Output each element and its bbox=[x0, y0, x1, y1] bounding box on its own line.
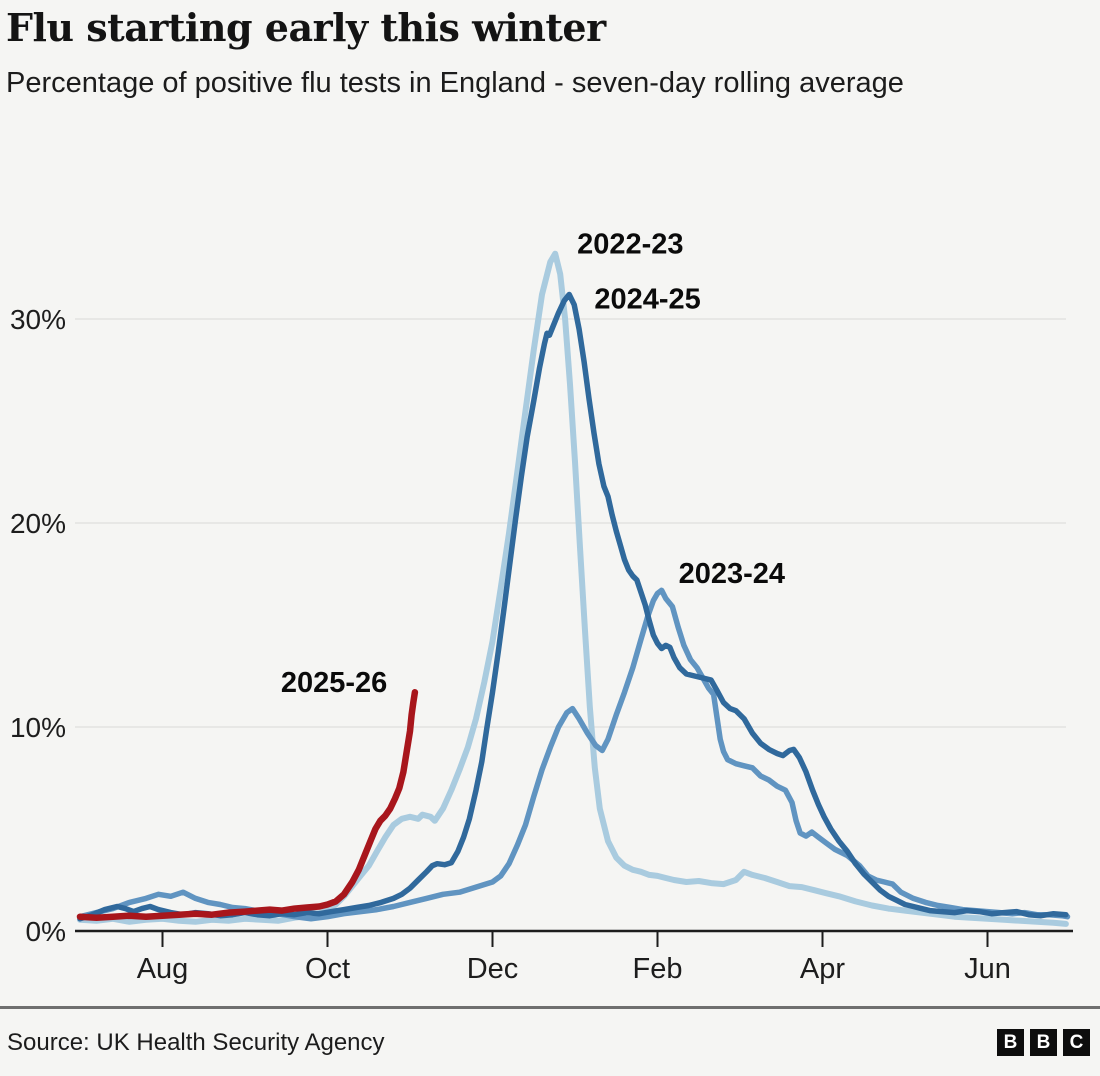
line-2022-23 bbox=[77, 250, 1069, 927]
line-2024-25 bbox=[77, 291, 1069, 922]
line-2023-24 bbox=[77, 587, 1071, 922]
footer-divider bbox=[0, 1006, 1100, 1009]
y-axis-label-20%: 20% bbox=[10, 508, 66, 539]
chart-header: Flu starting early this winter Percentag… bbox=[6, 6, 1094, 102]
bbc-logo-block-c: C bbox=[1063, 1029, 1090, 1056]
y-axis-label-30%: 30% bbox=[10, 304, 66, 335]
x-axis-label-Oct: Oct bbox=[305, 953, 350, 985]
x-axis-label-Jun: Jun bbox=[964, 953, 1011, 985]
chart-footer: Source: UK Health Security Agency B B C bbox=[0, 1009, 1100, 1076]
series-label-2025-26: 2025-26 bbox=[281, 667, 387, 699]
x-axis-label-Dec: Dec bbox=[467, 953, 519, 985]
x-axis-label-Apr: Apr bbox=[800, 953, 845, 985]
y-axis-label-10%: 10% bbox=[10, 712, 66, 743]
source-credit: Source: UK Health Security Agency bbox=[7, 1028, 385, 1056]
x-axis-label-Feb: Feb bbox=[633, 953, 683, 985]
bbc-logo-block-b1: B bbox=[997, 1029, 1024, 1056]
bbc-logo: B B C bbox=[997, 1029, 1100, 1056]
page-subtitle: Percentage of positive flu tests in Engl… bbox=[6, 66, 904, 99]
page-title: Flu starting early this winter bbox=[6, 5, 606, 50]
bbc-logo-block-b2: B bbox=[1030, 1029, 1057, 1056]
y-axis-label-0%: 0% bbox=[26, 916, 66, 947]
series-label-2023-24: 2023-24 bbox=[679, 558, 785, 590]
x-axis-label-Aug: Aug bbox=[137, 953, 189, 985]
series-label-2024-25: 2024-25 bbox=[594, 284, 700, 316]
line-2025-26 bbox=[76, 689, 419, 921]
series-label-2022-23: 2022-23 bbox=[577, 229, 683, 261]
